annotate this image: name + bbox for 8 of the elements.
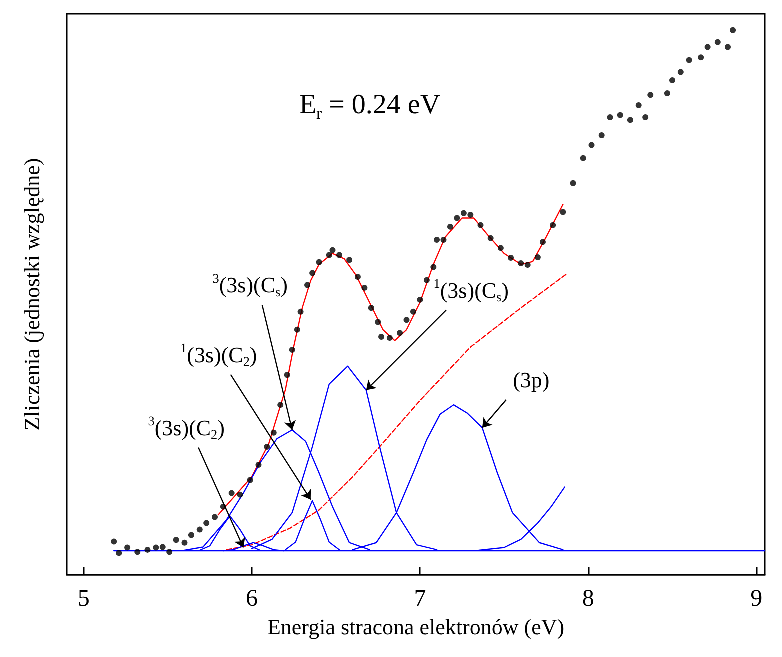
x-tick-label: 8 — [582, 586, 594, 612]
x-tick-label: 6 — [246, 586, 258, 612]
annotation: (3p) — [513, 367, 550, 392]
y-axis-title: Zliczenia (jednostki względne) — [20, 158, 44, 431]
x-axis-title: Energia stracona elektronów (eV) — [267, 614, 565, 640]
x-tick-label: 9 — [750, 586, 763, 612]
x-tick-label: 5 — [78, 586, 90, 612]
x-tick-label: 7 — [414, 586, 426, 612]
